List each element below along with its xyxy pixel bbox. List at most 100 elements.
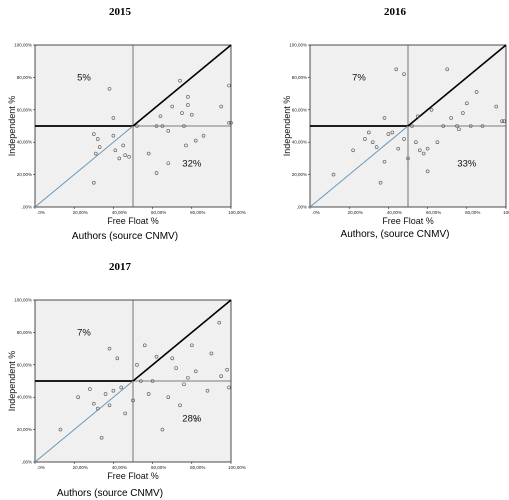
source-note: Authors (source CNMV) [71,231,179,242]
y-tick-label: 80,00% [17,330,32,335]
y-tick-label: ,00% [297,205,307,210]
x-tick-label: 80,00% [465,210,480,215]
y-axis-label: Independent % [7,351,17,412]
data-point [127,154,131,159]
data-point [186,103,190,107]
data-point [170,104,174,109]
y-tick-label: 40,00% [17,395,32,400]
data-point [331,172,336,177]
data-point [435,140,440,144]
data-point [445,67,449,72]
data-point [160,427,165,432]
x-tick-label: 100,00% [228,210,246,215]
data-point [123,411,127,416]
diagonal-line-lower [34,125,134,208]
data-point [229,120,233,125]
data-point [154,124,159,128]
data-point [99,435,104,440]
source-note: Authors (source CNMV) [56,488,164,499]
data-point [410,124,414,128]
data-point [429,108,434,112]
region-label-lower-right: 33% [457,159,477,170]
y-tick-label: ,00% [22,460,32,465]
x-axis-label: Free Float % [107,216,159,226]
data-point [184,143,188,148]
data-point [119,385,124,390]
x-tick-label: 20,00% [73,465,88,470]
data-point [113,148,118,153]
x-tick-label: 20,00% [348,210,363,215]
data-point [382,116,387,120]
x-tick-label: 40,00% [387,210,402,215]
chart-panel-2015: 2015 ,00% 20,00% 40,00% 60,00% 80,00% 100,00%… [5,3,246,243]
y-tick-label: 60,00% [17,107,32,112]
source-note: Authors, (source CNMV) [340,229,450,240]
data-point [58,427,63,432]
data-point [182,124,186,128]
region-label-upper-left: 5% [77,73,91,84]
x-tick-label: 100,00% [228,465,246,470]
region-label-upper-left: 7% [77,328,91,339]
data-point [455,124,459,128]
data-point [480,124,485,128]
data-point [461,111,465,115]
x-tick-label: 60,00% [151,210,166,215]
y-tick-label: ,00% [22,205,32,210]
data-point [394,67,399,72]
data-point [351,148,355,153]
x-tick-label: .0% [37,210,45,215]
data-point [103,392,108,396]
data-point [374,145,379,149]
diagonal-line-upper [407,44,507,127]
data-point [193,369,198,374]
data-point [193,418,198,422]
data-point [396,146,400,151]
data-point [390,130,395,135]
x-tick-label: 80,00% [190,465,205,470]
data-point [121,143,125,148]
diagonal-line-lower [34,380,134,463]
data-point [76,395,80,399]
data-point [186,375,190,380]
data-point [500,119,504,123]
y-tick-label: 40,00% [292,140,307,145]
data-point [178,403,182,408]
y-axis-label: Independent % [7,96,17,157]
data-point [186,95,190,99]
y-tick-label: 20,00% [17,427,32,432]
y-tick-label: 100,00% [14,43,32,48]
data-point [174,366,178,370]
scatter-plot-2015: ,00% 20,00% 40,00% 60,00% 80,00% 100,00% .0% 20… [7,43,246,227]
x-tick-label: 60,00% [426,210,441,215]
data-point [425,146,430,151]
data-point [178,78,182,83]
data-point [414,140,418,144]
chart-title: 2016 [384,6,406,18]
data-point [107,403,112,408]
data-point [494,104,498,109]
data-point [107,346,112,351]
chart-title: 2015 [109,6,131,18]
data-point [95,406,100,411]
x-tick-label: .0% [37,465,45,470]
x-tick-label: 80,00% [190,210,205,215]
data-point [219,104,223,109]
x-tick-label: 40,00% [112,210,127,215]
data-point [146,151,151,156]
x-tick-label: 100,00% [503,210,509,215]
data-point [421,151,426,156]
x-tick-label: 20,00% [73,210,88,215]
data-point [457,127,461,132]
data-point [111,388,116,393]
data-point [190,343,194,348]
x-axis-label: Free Float % [107,471,159,481]
data-point [131,398,135,403]
data-point [139,379,143,383]
data-point [217,320,222,325]
scatter-plot-2017: ,00% 20,00% 40,00% 60,00% 80,00% 100,00% .0% 20… [7,298,246,482]
data-point [201,133,206,138]
chart-panel-2017: 2017 ,00% 20,00% 40,00% 60,00% 80,00% 100,00%… [5,258,246,499]
data-point [154,354,159,359]
diagonal-line-upper [132,299,232,382]
data-point [367,130,371,135]
